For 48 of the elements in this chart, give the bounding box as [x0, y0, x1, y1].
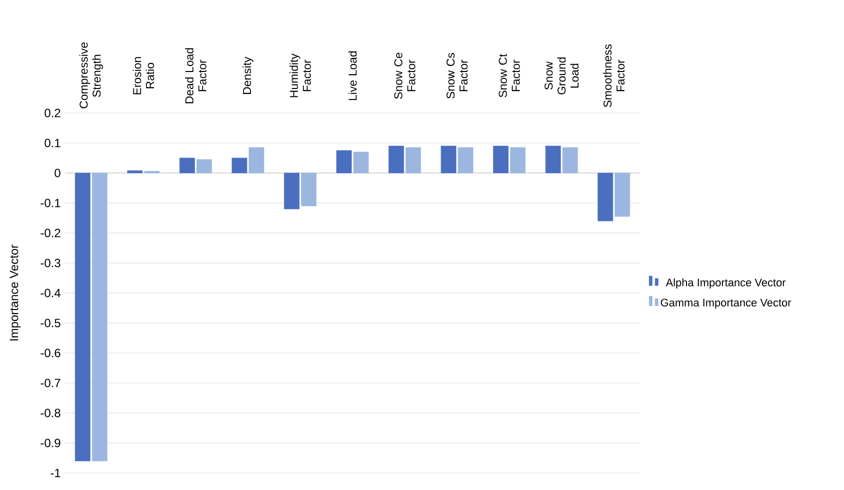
legend-label: Gamma Importance Vector	[660, 298, 792, 309]
y-tick-label: -0.4	[40, 288, 60, 298]
bar	[179, 158, 195, 174]
bar	[248, 147, 264, 174]
bar	[196, 159, 212, 174]
y-tick-label: 0.2	[44, 108, 60, 118]
legend-label: Alpha Importance Vector	[666, 278, 786, 289]
x-tick-label: Erosion Ratio	[132, 57, 154, 94]
bar	[284, 172, 300, 210]
y-tick-label: -1	[50, 468, 60, 478]
x-tick-label: Smoothness Factor	[603, 44, 625, 108]
y-axis-title: Importance Vector	[10, 244, 21, 340]
bar	[493, 146, 509, 174]
y-tick-label: -0.8	[40, 408, 60, 418]
bar	[458, 147, 474, 174]
bar	[388, 146, 404, 174]
bar	[336, 150, 352, 174]
y-tick-label: -0.2	[40, 228, 60, 238]
bar	[301, 172, 316, 206]
y-tick-label: 0.1	[44, 138, 60, 148]
bar	[545, 146, 561, 174]
y-tick-label: -0.1	[40, 198, 60, 208]
x-tick-label: Snow Ct Factor	[498, 54, 520, 98]
bar	[614, 172, 630, 217]
x-tick-label: Density	[242, 56, 254, 94]
x-tick-label: Dead Load Factor	[185, 48, 206, 104]
bar	[74, 172, 90, 462]
x-tick-label: Compressive Strength	[79, 42, 103, 108]
x-tick-label: Humidity Factor	[290, 54, 311, 98]
bar	[232, 158, 248, 174]
bar	[127, 170, 143, 174]
y-tick-label: -0.5	[40, 318, 60, 328]
y-tick-label: -0.9	[40, 438, 60, 448]
bar	[598, 172, 614, 222]
y-tick-label: -0.6	[40, 348, 60, 358]
x-tick-label: Snow Ce Factor	[394, 52, 416, 99]
bar	[353, 152, 369, 174]
bar	[562, 147, 578, 174]
bar	[510, 147, 526, 174]
y-tick-label: -0.7	[40, 378, 60, 388]
x-tick-label: Snow Ground Load	[544, 57, 579, 94]
x-tick-label: Snow Cs Factor	[446, 52, 468, 99]
bar	[440, 146, 456, 174]
y-tick-label: 0	[54, 168, 60, 178]
y-tick-label: -0.3	[40, 258, 60, 268]
bar	[406, 147, 421, 174]
bar	[92, 172, 108, 462]
x-tick-label: Live Load	[348, 51, 357, 100]
